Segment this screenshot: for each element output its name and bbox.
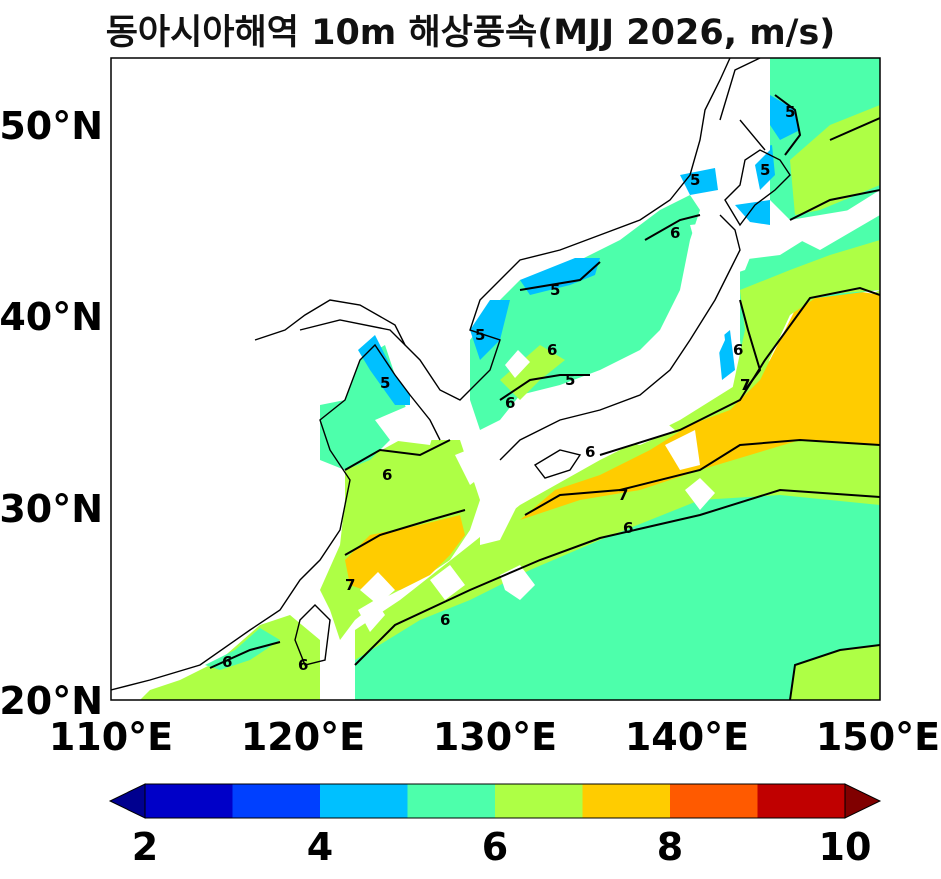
colorbar-segment [582,784,670,818]
svg-text:6: 6 [547,341,557,359]
se-6-7-region [790,645,880,700]
x-tick-label: 150°E [816,715,940,759]
svg-text:6: 6 [670,224,680,242]
colorbar-segment [670,784,758,818]
svg-text:5: 5 [550,281,560,299]
x-axis-ticks: 110°E 120°E 130°E 140°E 150°E [49,715,940,759]
colorbar-tick-label: 8 [657,825,683,869]
ne-pacific-6-7 [730,240,880,400]
y-axis-ticks: 20°N 30°N 40°N 50°N [0,104,103,723]
svg-text:5: 5 [690,171,700,189]
y-tick-label: 50°N [0,104,103,148]
yellow-sea-4-5 [358,335,410,405]
colorbar-extend-max [844,783,882,819]
kuroshio-7-8-band [520,290,880,520]
colorbar-ticks: 2 4 6 8 10 [132,825,872,869]
svg-text:6: 6 [222,653,232,671]
svg-text:5: 5 [475,326,485,344]
y-tick-label: 40°N [0,295,103,339]
x-tick-label: 140°E [625,715,749,759]
colorbar-tick-label: 10 [819,825,872,869]
colorbar-segment [495,784,583,818]
svg-text:6: 6 [382,466,392,484]
svg-text:7: 7 [740,376,750,394]
svg-text:6: 6 [585,443,595,461]
svg-text:7: 7 [345,576,355,594]
contour-lines [209,94,880,700]
east-sea-6-7-patch [500,345,565,400]
colorbar-segment [145,784,233,818]
svg-text:5: 5 [785,103,795,121]
svg-text:6: 6 [623,519,633,537]
y-tick-label: 30°N [0,487,103,531]
colorbar [108,783,882,819]
colorbar-extend-min [108,783,146,819]
plot-frame [110,57,881,701]
x-tick-label: 130°E [433,715,557,759]
x-tick-label: 110°E [49,715,173,759]
colorbar-segment [232,784,320,818]
y-tick-label: 20°N [0,679,103,723]
svg-text:7: 7 [618,486,628,504]
svg-text:6: 6 [733,341,743,359]
svg-text:5: 5 [760,161,770,179]
colorbar-segment [757,784,845,818]
x-tick-label: 120°E [241,715,365,759]
east-sea-4-5-south [470,300,510,360]
pacific-5-6-region [355,440,880,700]
okhotsk-4-5-c [735,200,770,225]
svg-text:5: 5 [380,374,390,392]
okhotsk-6-7 [790,105,880,215]
colorbar-tick-label: 4 [307,825,333,869]
colorbar-tick-label: 6 [482,825,508,869]
colorbar-tick-label: 2 [132,825,158,869]
svg-text:5: 5 [565,371,575,389]
wind-speed-field: 6 7 7 6 7 6 5 5 5 5 5 5 5 6 6 6 6 6 6 6 [111,58,880,700]
okhotsk-4-5-a [770,95,800,140]
masked-cells [358,58,880,632]
taiwan-strait-7-8 [345,515,465,592]
svg-text:6: 6 [440,611,450,629]
colorbar-segment [320,784,408,818]
svg-text:6: 6 [505,394,515,412]
coastline [111,58,791,691]
map-title: 동아시아해역 10m 해상풍속(MJJ 2026, m/s) [105,13,836,53]
colorbar-frame [144,783,846,819]
contour-labels: 6 7 7 6 7 6 5 5 5 5 5 5 5 6 6 6 6 6 6 6 [222,103,795,674]
south-china-coast-5-6 [205,628,280,670]
colorbar-segment [407,784,495,818]
svg-text:6: 6 [298,656,308,674]
